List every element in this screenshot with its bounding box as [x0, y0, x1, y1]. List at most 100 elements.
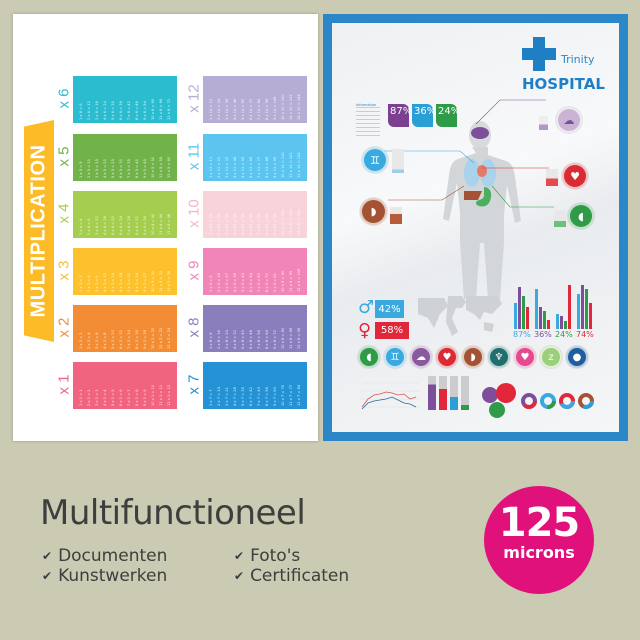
check-icon: ✔	[234, 569, 245, 583]
feature-list-1: ✔ Documenten ✔ Kunstwerken	[42, 546, 167, 586]
table-row: 6 x 11 = 66	[249, 156, 253, 178]
table-row: 2 x 6 = 12	[87, 101, 91, 120]
table-row: 8 x 12 = 96	[265, 98, 269, 120]
table-row: 3 x 8 = 24	[225, 330, 229, 349]
table-row: 11 x 4 = 44	[159, 213, 163, 235]
table-row: 11 x 2 = 22	[159, 327, 163, 349]
table-row: 2 x 3 = 6	[87, 275, 91, 292]
table-row: 8 x 10 = 80	[265, 213, 269, 235]
table-row: 2 x 12 = 24	[217, 98, 221, 120]
table-row: 11 x 1 = 11	[159, 384, 163, 406]
table-row: 10 x 2 = 20	[151, 327, 155, 349]
table-row: 2 x 1 = 2	[87, 389, 91, 406]
table-row: 9 x 9 = 81	[273, 273, 277, 292]
bar	[589, 302, 592, 329]
table-card-6: 1 x 6 = 6 2 x 6 = 12 3 x 6 = 18 4 x 6 = 24 5…	[73, 76, 177, 123]
table-row: 9 x 5 = 45	[143, 159, 147, 178]
human-body-silhouette	[443, 121, 521, 299]
table-row: 1 x 12 = 12	[209, 98, 213, 120]
table-row: 8 x 7 = 56	[265, 387, 269, 406]
table-row: 1 x 7 = 7	[209, 389, 213, 406]
table-row: 8 x 8 = 64	[265, 330, 269, 349]
table-row: 7 x 8 = 56	[257, 330, 261, 349]
table-row: 3 x 9 = 27	[225, 273, 229, 292]
table-row: 1 x 6 = 6	[79, 103, 83, 120]
table-row: 3 x 5 = 15	[95, 159, 99, 178]
line-chart	[361, 382, 420, 410]
table-row: 5 x 2 = 10	[111, 330, 115, 349]
table-row: 10 x 11 = 110	[281, 152, 285, 178]
table-row: 6 x 1 = 6	[119, 389, 123, 406]
table-row: 6 x 7 = 42	[249, 387, 253, 406]
check-icon: ✔	[42, 569, 53, 583]
lungs-icon: ♊	[362, 147, 388, 173]
table-row: 9 x 3 = 27	[143, 273, 147, 292]
table-row: 3 x 1 = 3	[95, 389, 99, 406]
table-row: 7 x 3 = 21	[127, 273, 131, 292]
table-card-11: 1 x 11 = 11 2 x 11 = 22 3 x 11 = 33 4 x 11 …	[203, 134, 307, 181]
table-row: 12 x 4 = 48	[167, 213, 171, 235]
table-row: 12 x 1 = 12	[167, 384, 171, 406]
table-row: 8 x 11 = 88	[265, 156, 269, 178]
table-row: 7 x 9 = 63	[257, 273, 261, 292]
table-row: 5 x 12 = 60	[241, 98, 245, 120]
table-row: 8 x 3 = 24	[135, 273, 139, 292]
stat-box: 24%	[436, 104, 460, 127]
table-row: 7 x 4 = 28	[127, 216, 131, 235]
table-row: 12 x 5 = 60	[167, 156, 171, 178]
brain-icon: ☁	[556, 107, 582, 133]
table-label: x 2	[55, 317, 73, 338]
table-row: 11 x 5 = 55	[159, 156, 163, 178]
mini-bar-chart	[392, 149, 404, 173]
heart-organ-icon: ♥	[562, 163, 588, 189]
table-row: 4 x 8 = 32	[233, 330, 237, 349]
table-row: 5 x 3 = 15	[111, 273, 115, 292]
table-row: 10 x 4 = 40	[151, 213, 155, 235]
table-card-1: 1 x 1 = 1 2 x 1 = 2 3 x 1 = 3 4 x 1 = 4 5 x …	[73, 362, 177, 409]
liver-icon: ◗	[360, 198, 387, 225]
table-row: 1 x 4 = 4	[79, 218, 83, 235]
table-row: 11 x 6 = 66	[159, 98, 163, 120]
table-row: 3 x 2 = 6	[95, 332, 99, 349]
table-row: 8 x 2 = 16	[135, 330, 139, 349]
bar-group-label: 87%	[513, 330, 531, 339]
heart-icon: ♥	[514, 346, 536, 368]
table-row: 2 x 2 = 4	[87, 332, 91, 349]
bar	[564, 321, 567, 329]
table-row: 10 x 8 = 80	[281, 327, 285, 349]
table-label: x 8	[185, 317, 203, 338]
table-row: 6 x 12 = 72	[249, 98, 253, 120]
table-label: x 4	[55, 203, 73, 224]
table-card-9: 1 x 9 = 9 2 x 9 = 18 3 x 9 = 27 4 x 9 = 36 5…	[203, 248, 307, 295]
table-row: 5 x 6 = 30	[111, 101, 115, 120]
table-row: 12 x 9 = 108	[297, 268, 301, 292]
table-row: 4 x 11 = 44	[233, 156, 237, 178]
footer-title: Multifunctioneel	[40, 493, 306, 533]
table-row: 4 x 6 = 24	[103, 101, 107, 120]
mini-bar-chart	[546, 169, 558, 186]
table-row: 1 x 2 = 2	[79, 332, 83, 349]
table-row: 12 x 7 = 84	[297, 384, 301, 406]
feature-item: ✔ Kunstwerken	[42, 566, 168, 586]
stat-box: 36%	[412, 104, 436, 127]
lungs-icon: ♊	[384, 346, 406, 368]
medical-cross-logo	[522, 37, 556, 71]
table-row: 5 x 8 = 40	[241, 330, 245, 349]
feature-item: ✔ Documenten	[42, 546, 168, 566]
table-row: 8 x 5 = 40	[135, 159, 139, 178]
bar	[547, 320, 550, 329]
bar	[556, 313, 559, 329]
bar-group-label: 74%	[576, 330, 594, 339]
table-row: 5 x 7 = 35	[241, 387, 245, 406]
table-row: 12 x 12 = 144	[297, 94, 301, 120]
stat-box: 87%	[388, 104, 412, 127]
table-label: x 7	[185, 374, 203, 395]
table-row: 2 x 4 = 8	[87, 218, 91, 235]
table-row: 11 x 11 = 121	[289, 152, 293, 178]
table-row: 6 x 3 = 18	[119, 273, 123, 292]
table-row: 1 x 8 = 8	[209, 332, 213, 349]
table-label: x 12	[185, 84, 203, 113]
table-row: 12 x 2 = 24	[167, 327, 171, 349]
bar-group-label: 36%	[534, 330, 552, 339]
multiplication-poster: MULTIPLICATION 1 x 1 = 1 2 x 1 = 2 3 x 1 =…	[13, 14, 318, 441]
